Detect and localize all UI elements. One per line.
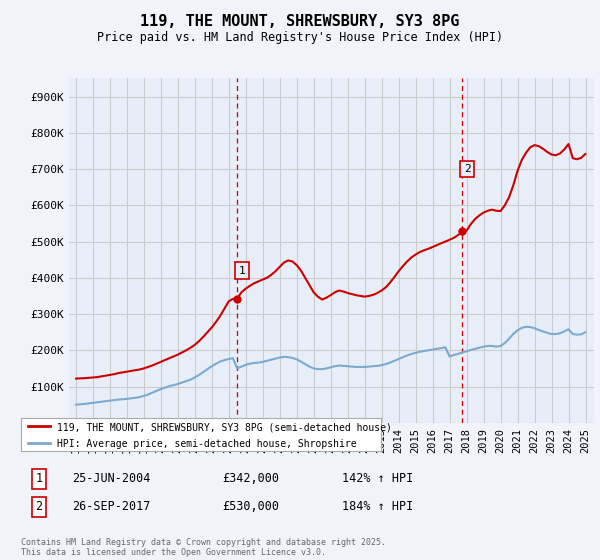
Text: Contains HM Land Registry data © Crown copyright and database right 2025.
This d: Contains HM Land Registry data © Crown c… [21, 538, 386, 557]
Text: £530,000: £530,000 [222, 500, 279, 514]
Text: 1: 1 [35, 472, 43, 486]
Text: 26-SEP-2017: 26-SEP-2017 [72, 500, 151, 514]
Text: 25-JUN-2004: 25-JUN-2004 [72, 472, 151, 486]
Text: 119, THE MOUNT, SHREWSBURY, SY3 8PG (semi-detached house): 119, THE MOUNT, SHREWSBURY, SY3 8PG (sem… [57, 422, 392, 432]
Text: 2: 2 [35, 500, 43, 514]
Text: 1: 1 [239, 265, 245, 276]
Text: 2: 2 [464, 164, 470, 174]
Text: 119, THE MOUNT, SHREWSBURY, SY3 8PG: 119, THE MOUNT, SHREWSBURY, SY3 8PG [140, 14, 460, 29]
Text: £342,000: £342,000 [222, 472, 279, 486]
Text: 184% ↑ HPI: 184% ↑ HPI [342, 500, 413, 514]
Text: HPI: Average price, semi-detached house, Shropshire: HPI: Average price, semi-detached house,… [57, 438, 356, 449]
Text: 142% ↑ HPI: 142% ↑ HPI [342, 472, 413, 486]
Text: Price paid vs. HM Land Registry's House Price Index (HPI): Price paid vs. HM Land Registry's House … [97, 31, 503, 44]
